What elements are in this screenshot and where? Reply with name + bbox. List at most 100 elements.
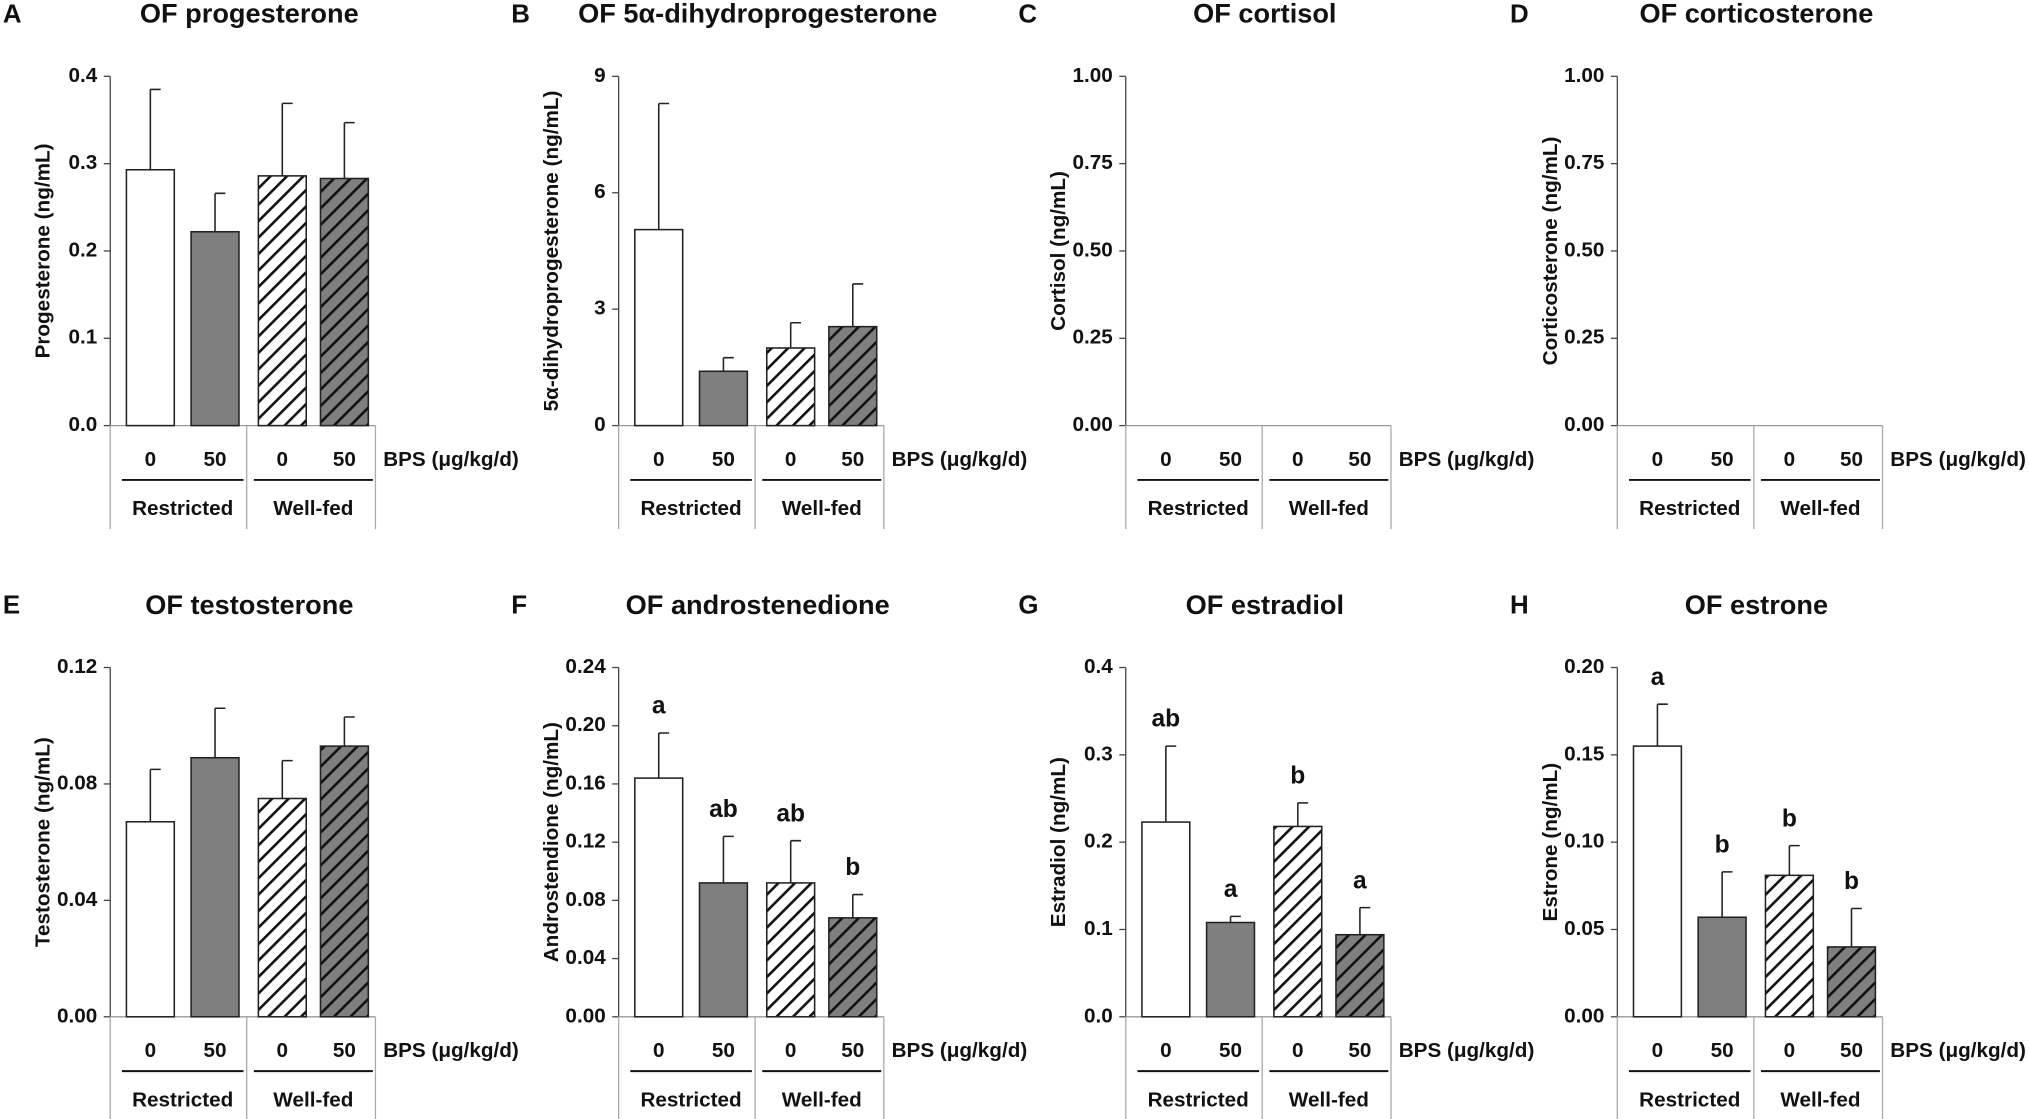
y-tick-label: 0.04	[565, 946, 606, 969]
x-tick-label: 50	[333, 1039, 356, 1062]
panel-letter: F	[511, 592, 527, 620]
y-tick-label: 0.3	[69, 151, 98, 174]
y-axis-label: 5α-dihydroprogesterone (ng/mL)	[540, 91, 563, 412]
significance-label: a	[1224, 876, 1238, 903]
y-tick-label: 0.10	[1564, 830, 1604, 853]
panel: D OF corticosterone Corticosterone (ng/mL)…	[1510, 0, 2026, 530]
bar	[634, 777, 684, 1018]
y-tick-label: 0.50	[1564, 238, 1604, 261]
y-axis-label: Testosterone (ng/mL)	[32, 737, 55, 947]
y-tick-label: 0.00	[1564, 1004, 1604, 1027]
panel-letter: G	[1018, 592, 1038, 620]
bar	[1141, 821, 1191, 1018]
panel-letter: E	[3, 592, 20, 620]
y-tick-label: 0.25	[1564, 326, 1604, 349]
y-tick-label: 0.25	[1073, 326, 1113, 349]
group-label: Well-fed	[1289, 497, 1369, 520]
error-bar	[214, 707, 226, 758]
error-bar	[1788, 844, 1800, 876]
x-tick-label: 0	[653, 448, 665, 471]
error-bar	[343, 121, 355, 179]
group-label: Restricted	[132, 1088, 233, 1111]
bar	[1826, 946, 1877, 1018]
error-bar	[1721, 871, 1733, 918]
x-axis-label: BPS (μg/kg/d)	[1399, 448, 1535, 471]
x-tick-label: 50	[204, 1039, 227, 1062]
group-label: Well-fed	[1289, 1088, 1369, 1111]
y-tick-label: 0.0	[1084, 1004, 1113, 1027]
x-tick-label: 50	[1348, 448, 1371, 471]
x-axis-label: BPS (μg/kg/d)	[1399, 1039, 1535, 1062]
x-tick-label: 0	[1652, 448, 1664, 471]
y-axis-label: Estrone (ng/mL)	[1539, 763, 1562, 922]
group-label: Well-fed	[1780, 1088, 1860, 1111]
group-label: Restricted	[640, 497, 741, 520]
y-tick-label: 0.75	[1073, 151, 1113, 174]
y-tick-label: 1.00	[1564, 64, 1604, 87]
bar	[257, 175, 308, 427]
error-bar	[722, 835, 734, 883]
chart-title: OF 5α-dihydroprogesterone	[578, 0, 937, 29]
error-bar	[1297, 802, 1309, 827]
x-tick-label: 0	[277, 448, 289, 471]
y-tick-label: 0.50	[1073, 238, 1113, 261]
y-tick-label: 0.12	[565, 830, 605, 853]
bar	[765, 347, 816, 427]
y-tick-label: 0.75	[1564, 151, 1604, 174]
panel: H OF estrone Estrone (ng/mL) 0.00 0.05 0.10 0.…	[1510, 589, 2026, 1119]
panel: B OF 5α-dihydroprogesterone 5α-dihydroprog…	[511, 0, 1028, 530]
y-tick-label: 6	[594, 180, 606, 203]
x-tick-label: 50	[1711, 1039, 1734, 1062]
error-bar	[343, 716, 355, 747]
panel: C OF cortisol Cortisol (ng/mL) 0.00 0.25 0.50…	[1018, 0, 1535, 530]
y-tick-label: 0.1	[1084, 917, 1113, 940]
x-tick-label: 0	[277, 1039, 289, 1062]
x-tick-label: 50	[712, 1039, 735, 1062]
bar	[698, 370, 749, 427]
chart-title: OF estrone	[1685, 589, 1828, 620]
group-label: Restricted	[132, 497, 233, 520]
y-axis-label: Progesterone (ng/mL)	[32, 143, 55, 358]
x-tick-label: 50	[1840, 448, 1863, 471]
error-bar	[1229, 915, 1241, 923]
bar	[698, 882, 749, 1018]
x-tick-label: 50	[1711, 448, 1734, 471]
panel: G OF estradiol Estradiol (ng/mL) 0.0 0.1 0.2 0…	[1018, 589, 1534, 1119]
x-tick-label: 0	[1784, 1039, 1796, 1062]
error-bar	[281, 102, 293, 176]
y-tick-label: 0.0	[69, 413, 98, 436]
x-tick-label: 0	[1784, 448, 1796, 471]
y-tick-label: 0	[594, 413, 606, 436]
significance-label: a	[1651, 664, 1665, 691]
x-axis-label: BPS (μg/kg/d)	[383, 1039, 519, 1062]
x-tick-label: 50	[204, 448, 227, 471]
panel-letter: D	[1510, 0, 1529, 28]
x-tick-label: 50	[841, 448, 864, 471]
y-tick-label: 0.00	[565, 1004, 605, 1027]
bar	[1273, 825, 1323, 1018]
panel-letter: H	[1510, 592, 1529, 620]
x-axis-label: BPS (μg/kg/d)	[892, 448, 1028, 471]
group-label: Well-fed	[273, 1088, 353, 1111]
bar	[634, 228, 684, 427]
x-tick-label: 50	[841, 1039, 864, 1062]
y-axis-label: Cortisol (ng/mL)	[1047, 171, 1070, 331]
error-bar	[1850, 907, 1862, 947]
error-bar	[789, 839, 802, 883]
x-axis-label: BPS (μg/kg/d)	[383, 448, 519, 471]
y-axis-label: Corticosterone (ng/mL)	[1539, 137, 1562, 366]
bar	[319, 177, 370, 427]
x-tick-label: 0	[145, 448, 157, 471]
y-tick-label: 0.12	[57, 655, 97, 678]
chart-title: OF cortisol	[1193, 0, 1336, 29]
error-bar	[1359, 906, 1371, 935]
y-tick-label: 0.04	[57, 888, 98, 911]
y-tick-label: 0.2	[69, 238, 98, 261]
chart-title: OF estradiol	[1186, 589, 1344, 620]
error-bar	[149, 768, 161, 822]
bar	[190, 756, 240, 1018]
error-bar	[1656, 703, 1668, 747]
x-tick-label: 0	[1652, 1039, 1664, 1062]
error-bar	[657, 102, 670, 230]
error-bar	[657, 732, 670, 779]
